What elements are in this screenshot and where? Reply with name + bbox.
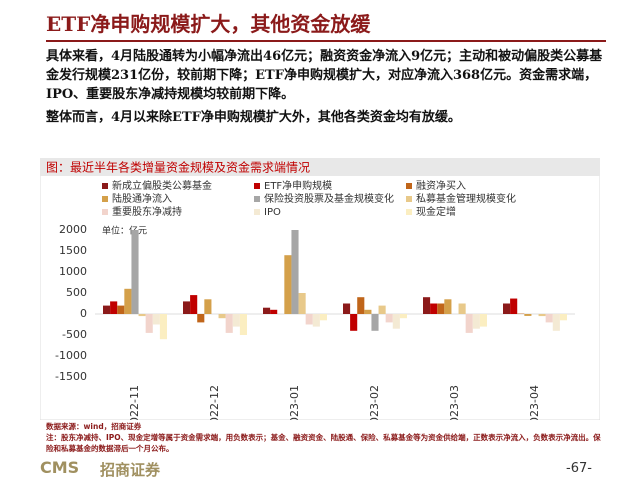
- page-number: -67-: [566, 461, 592, 476]
- legend-swatch: [102, 209, 108, 215]
- legend-swatch: [254, 183, 260, 189]
- bar: [138, 314, 146, 317]
- bar: [343, 303, 351, 314]
- bar: [423, 297, 431, 314]
- bar: [392, 314, 400, 329]
- bar: [371, 314, 379, 331]
- legend-label: 保险投资股票及基金规模变化: [264, 192, 394, 205]
- chart: 图：最近半年各类增量资金规模及资金需求端情况 单位：亿元 新成立偏股类公募基金 E…: [40, 158, 600, 420]
- x-tick-label: 2023-04: [528, 385, 541, 420]
- bar: [117, 305, 125, 314]
- legend-swatch: [254, 209, 260, 215]
- legend-label: 私募基金管理规模变化: [416, 192, 516, 205]
- title-rule: [46, 40, 606, 42]
- legend-label: IPO: [264, 207, 281, 218]
- y-tick-label: -1500: [55, 370, 87, 383]
- bar: [152, 314, 160, 325]
- legend-label: 新成立偏股类公募基金: [112, 179, 212, 192]
- bar: [291, 230, 299, 314]
- bar: [159, 314, 167, 340]
- chart-title: 图：最近半年各类增量资金规模及资金需求端情况: [46, 160, 310, 175]
- legend-swatch: [254, 196, 260, 202]
- bar: [110, 301, 118, 314]
- legend-swatch: [406, 183, 412, 189]
- y-tick-label: 0: [80, 307, 87, 320]
- x-tick-label: 2023-03: [448, 385, 461, 420]
- bar: [103, 305, 111, 314]
- bar: [472, 314, 480, 329]
- legend-swatch: [102, 196, 108, 202]
- x-tick-label: 2023-02: [368, 385, 381, 420]
- bar: [298, 293, 306, 314]
- bar: [225, 314, 233, 333]
- bar: [270, 309, 278, 314]
- legend-swatch: [102, 183, 108, 189]
- bar: [145, 314, 153, 333]
- paragraph: 整体而言，4月以来除ETF净申购规模扩大外，其他各类资金均有放缓。: [46, 110, 461, 125]
- y-tick-label: 2000: [59, 223, 87, 236]
- x-tick-label: 2022-11: [128, 385, 141, 420]
- legend-swatch: [406, 196, 412, 202]
- bar: [204, 299, 212, 314]
- bar: [503, 303, 511, 314]
- bar: [385, 314, 393, 323]
- bar: [538, 314, 546, 317]
- logo: CMS: [40, 458, 80, 477]
- bar: [458, 303, 466, 314]
- bar: [183, 301, 191, 314]
- bar: [312, 314, 320, 327]
- bar: [430, 303, 438, 314]
- bar: [190, 295, 198, 314]
- bar: [218, 314, 226, 319]
- bar: [465, 314, 473, 333]
- bar: [319, 314, 327, 321]
- y-tick-label: 1500: [59, 244, 87, 257]
- bar: [284, 255, 292, 314]
- bar: [263, 307, 271, 314]
- bar: [552, 314, 560, 331]
- legend-label: ETF净申购规模: [264, 179, 332, 192]
- bar: [510, 298, 518, 314]
- y-tick-label: -1000: [55, 349, 87, 362]
- bar: [545, 314, 553, 323]
- paragraph: 具体来看，4月陆股通转为小幅净流出46亿元；融资资金净流入9亿元；主动和被动偏股…: [46, 49, 603, 102]
- bar: [305, 314, 313, 325]
- bar: [479, 314, 487, 327]
- bar: [378, 305, 386, 314]
- bar: [131, 230, 139, 314]
- bar: [197, 314, 205, 323]
- bar: [232, 314, 240, 327]
- legend-label: 陆股通净流入: [112, 192, 172, 205]
- y-tick-label: 500: [66, 286, 87, 299]
- chart-title-bg: [40, 158, 600, 176]
- bar: [357, 297, 365, 314]
- title: ETF净申购规模扩大，其他资金放缓: [46, 12, 371, 36]
- y-tick-label: -500: [62, 328, 87, 341]
- unit-label: 单位：亿元: [102, 225, 147, 237]
- bar: [524, 314, 532, 316]
- bar: [239, 314, 247, 335]
- legend-label: 现金定增: [416, 205, 456, 218]
- legend-label: 重要股东净减持: [112, 205, 182, 218]
- y-tick-label: 1000: [59, 265, 87, 278]
- bar: [444, 299, 452, 314]
- bar: [124, 288, 132, 314]
- bar: [399, 314, 407, 319]
- source: 数据来源：wind，招商证券: [46, 422, 142, 431]
- bar: [559, 314, 567, 321]
- legend-swatch: [406, 209, 412, 215]
- bar: [350, 314, 358, 331]
- note: 注：股东净减持、IPO、现金定增等属于资金需求端，用负数表示；基金、融资资金、陆…: [46, 433, 601, 453]
- legend-label: 融资净买入: [416, 179, 466, 192]
- bar: [364, 309, 372, 314]
- company: 招商证券: [100, 461, 161, 479]
- x-tick-label: 2022-12: [208, 385, 221, 420]
- bar: [437, 303, 445, 314]
- x-tick-label: 2023-01: [288, 385, 301, 420]
